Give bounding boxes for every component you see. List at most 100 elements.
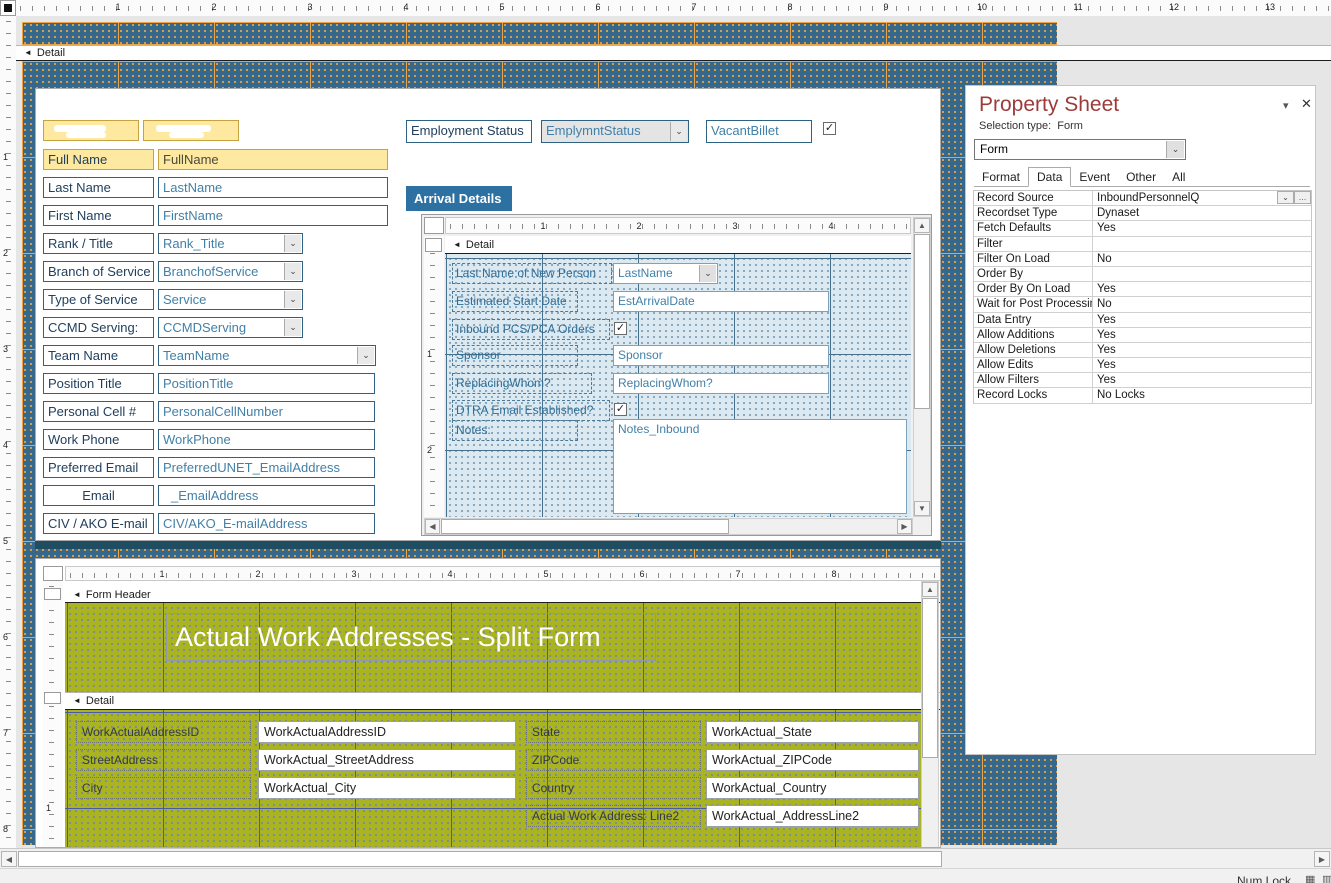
property-value[interactable]: No Locks — [1097, 389, 1145, 402]
field-label[interactable]: Position Title — [43, 373, 154, 394]
property-value[interactable]: Dynaset — [1097, 207, 1140, 220]
property-name[interactable]: Data Entry — [974, 312, 1093, 327]
field-label[interactable]: Estimated Start Date — [452, 291, 578, 312]
collapse-icon[interactable]: ▾ — [1283, 100, 1289, 112]
chevron-down-icon[interactable]: ⌄ — [284, 291, 301, 308]
property-value[interactable]: InboundPersonnelQ ⌄ … — [1093, 191, 1311, 205]
field-textbox[interactable]: FirstName — [158, 205, 388, 226]
subform-detail-bar[interactable]: ◄ Detail — [445, 236, 911, 254]
property-value[interactable]: Yes — [1097, 222, 1116, 235]
property-name[interactable]: Order By On Load — [974, 282, 1093, 297]
field-label[interactable]: Last Name of New Person — [452, 263, 612, 284]
builder-ellipsis-icon[interactable]: … — [1294, 191, 1311, 205]
field-label[interactable]: DTRA Email Established? — [452, 400, 610, 421]
close-icon[interactable]: ✕ — [1301, 96, 1312, 111]
redacted-textbox[interactable] — [43, 120, 139, 141]
property-name[interactable]: Record Source — [974, 191, 1093, 206]
view-shortcut-icon[interactable]: ▥ — [1322, 874, 1331, 883]
field-label[interactable]: CCMD Serving: — [43, 317, 154, 338]
field-textbox[interactable]: WorkActual_ZIPCode — [706, 749, 919, 771]
scrollbar-thumb[interactable] — [18, 851, 942, 867]
chevron-down-icon[interactable]: ⌄ — [1277, 191, 1294, 205]
property-value[interactable]: Yes — [1097, 374, 1116, 387]
field-label[interactable]: Personal Cell # — [43, 401, 154, 422]
section-selector[interactable] — [425, 238, 442, 252]
redacted-textbox[interactable] — [143, 120, 239, 141]
field-textbox[interactable]: WorkActual_City — [258, 777, 516, 799]
chevron-down-icon[interactable]: ⌄ — [284, 263, 301, 280]
field-label[interactable]: CIV / AKO E-mail — [43, 513, 154, 534]
field-combobox[interactable]: CCMDServing ⌄ — [158, 317, 303, 338]
dtra-email-checkbox[interactable]: ✓ — [614, 403, 627, 416]
field-label[interactable]: Work Phone — [43, 429, 154, 450]
tab-other[interactable]: Other — [1126, 170, 1157, 184]
section-selector[interactable] — [44, 692, 61, 704]
field-textbox[interactable]: PositionTitle — [158, 373, 375, 394]
ruler-origin-form-selector[interactable] — [0, 0, 16, 16]
employment-status-label[interactable]: Employment Status — [406, 120, 532, 143]
field-label[interactable]: Preferred Email — [43, 457, 154, 478]
field-label[interactable]: Last Name — [43, 177, 154, 198]
field-textbox[interactable]: FullName — [158, 149, 388, 170]
scroll-left-button[interactable]: ◀ — [1, 851, 17, 867]
scroll-up-button[interactable]: ▲ — [914, 218, 930, 233]
property-name[interactable]: Allow Additions — [974, 327, 1093, 342]
field-label[interactable]: StreetAddress — [76, 749, 251, 771]
field-label[interactable]: Sponsor — [452, 345, 578, 366]
field-textbox[interactable]: ReplacingWhom? — [613, 373, 829, 394]
field-label[interactable]: Rank / Title — [43, 233, 154, 254]
field-combobox[interactable]: LastName ⌄ — [613, 263, 718, 284]
property-value[interactable] — [1093, 267, 1311, 281]
field-textbox[interactable]: Sponsor — [613, 345, 829, 366]
property-value[interactable] — [1093, 237, 1311, 251]
tab-data[interactable]: Data — [1028, 167, 1072, 187]
field-textbox[interactable]: WorkActual_Country — [706, 777, 919, 799]
field-textbox[interactable]: WorkActual_StreetAddress — [258, 749, 516, 771]
detail-section-bar[interactable]: ◄ Detail — [16, 45, 1331, 61]
chevron-down-icon[interactable]: ⌄ — [357, 347, 374, 364]
field-label[interactable]: ReplacingWhom? — [452, 373, 592, 394]
property-name[interactable]: Allow Edits — [974, 358, 1093, 373]
field-label[interactable]: Email — [43, 485, 154, 506]
detail-bar[interactable]: ◄ Detail — [65, 692, 940, 710]
field-combobox[interactable]: TeamName ⌄ — [158, 345, 376, 366]
scroll-up-button[interactable]: ▲ — [922, 582, 938, 597]
scroll-right-button[interactable]: ▶ — [897, 519, 912, 534]
field-combobox[interactable]: Rank_Title ⌄ — [158, 233, 303, 254]
field-label[interactable]: First Name — [43, 205, 154, 226]
tab-format[interactable]: Format — [982, 170, 1021, 184]
field-combobox[interactable]: BranchofService ⌄ — [158, 261, 303, 282]
chevron-down-icon[interactable]: ⌄ — [670, 122, 687, 141]
property-value[interactable]: Yes — [1097, 283, 1116, 296]
field-label[interactable]: Type of Service — [43, 289, 154, 310]
field-textbox[interactable]: _EmailAddress — [158, 485, 375, 506]
object-selector-combobox[interactable]: Form ⌄ — [974, 139, 1186, 160]
property-value[interactable]: Yes — [1097, 328, 1116, 341]
scroll-down-button[interactable]: ▼ — [914, 501, 930, 516]
field-textbox[interactable]: PersonalCellNumber — [158, 401, 375, 422]
notes-textarea[interactable]: Notes_Inbound — [613, 419, 907, 514]
field-label[interactable]: Notes: — [452, 420, 578, 441]
tab-all[interactable]: All — [1172, 170, 1186, 184]
chevron-down-icon[interactable]: ⌄ — [699, 265, 716, 282]
section-selector[interactable] — [44, 588, 61, 600]
tab-event[interactable]: Event — [1079, 170, 1111, 184]
field-label[interactable]: Actual Work Address: Line2 — [526, 805, 701, 827]
field-label[interactable]: Inbound PCS/PCA Orders — [452, 319, 610, 340]
property-name[interactable]: Record Locks — [974, 388, 1093, 403]
employment-status-combobox[interactable]: EmplymntStatus ⌄ — [541, 120, 689, 143]
chevron-down-icon[interactable]: ⌄ — [284, 235, 301, 252]
field-textbox[interactable]: PreferredUNET_EmailAddress — [158, 457, 375, 478]
chevron-down-icon[interactable]: ⌄ — [284, 319, 301, 336]
form-header-bar[interactable]: ◄ Form Header — [65, 588, 940, 603]
field-label[interactable]: Branch of Service — [43, 261, 154, 282]
property-name[interactable]: Order By — [974, 266, 1093, 282]
form-title-label[interactable]: Actual Work Addresses - Split Form — [166, 613, 656, 661]
subform-selector[interactable] — [43, 566, 63, 581]
field-textbox[interactable]: WorkActualAddressID — [258, 721, 516, 743]
scrollbar-thumb[interactable] — [914, 234, 930, 409]
property-value[interactable]: Yes — [1097, 359, 1116, 372]
inbound-orders-checkbox[interactable]: ✓ — [614, 322, 627, 335]
field-textbox[interactable]: WorkActual_AddressLine2 — [706, 805, 919, 827]
field-textbox[interactable]: WorkActual_State — [706, 721, 919, 743]
